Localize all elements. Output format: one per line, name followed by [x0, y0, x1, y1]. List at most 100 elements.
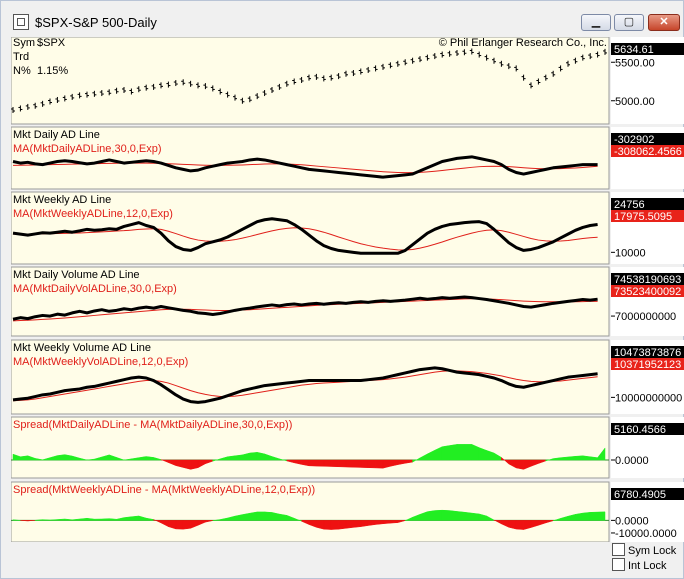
- spread-segment: [575, 455, 584, 461]
- tick-label: 10000: [615, 247, 646, 259]
- price-bar: [477, 51, 482, 58]
- price-bar: [129, 88, 134, 95]
- panel-subtitle: MA(MktDailyVolADLine,30,0,Exp): [13, 283, 177, 295]
- ma-value-label: 10371952123: [614, 359, 681, 371]
- spread-segment: [353, 520, 362, 528]
- spread-segment: [271, 512, 280, 521]
- price-bar: [233, 94, 237, 101]
- title-bar[interactable]: $SPX-S&P 500-Daily ▁ ▢ ✕: [1, 1, 683, 37]
- price-bar: [188, 80, 193, 87]
- panel-background: [11, 266, 610, 337]
- restore-button[interactable]: ▢: [614, 14, 644, 31]
- price-bar: [403, 59, 408, 66]
- panel-subtitle: MA(MktDailyADLine,30,0,Exp): [13, 143, 162, 155]
- tick-label: 7000000000: [615, 311, 676, 323]
- price-bar: [262, 90, 267, 97]
- spread-segment: [323, 459, 332, 467]
- price-bar: [603, 48, 607, 55]
- spread-segment: [234, 454, 243, 461]
- price-bar: [85, 91, 89, 98]
- price-bar: [25, 103, 30, 110]
- tick-label: -10000.0000: [615, 528, 677, 540]
- spread-segment: [382, 520, 391, 525]
- price-bar: [144, 84, 149, 91]
- spread-segment: [353, 459, 362, 468]
- price-bar: [418, 56, 422, 63]
- last-value-box: [611, 43, 684, 55]
- price-bar: [307, 74, 311, 81]
- ma-line: [12, 298, 598, 322]
- price-bar: [225, 91, 230, 98]
- price-bar: [203, 83, 208, 90]
- price-bar: [240, 97, 245, 104]
- spread-segment: [94, 518, 103, 521]
- spread-segment: [338, 520, 347, 530]
- spread-segment: [256, 451, 265, 461]
- price-bar: [92, 90, 97, 97]
- chart-area[interactable]: 5500.00 5000.00 5634.61 Mkt Daily AD Line MA…: [11, 37, 684, 542]
- price-bar: [277, 83, 282, 90]
- spread-segment: [264, 511, 273, 521]
- ma-value-label: 17975.5095: [614, 211, 672, 223]
- info-value-sym: $SPX: [37, 37, 66, 49]
- price-bar: [351, 70, 356, 77]
- spread-segment: [449, 444, 458, 461]
- tick-label: 0.0000: [615, 455, 649, 467]
- price-bar: [588, 53, 593, 60]
- ma-line: [13, 227, 598, 251]
- spread-segment: [375, 520, 384, 525]
- spread-segment: [330, 520, 339, 530]
- spread-segment: [123, 516, 132, 521]
- price-bar: [484, 54, 489, 61]
- int-lock-checkbox[interactable]: Int Lock: [612, 558, 667, 572]
- sym-lock-checkbox[interactable]: Sym Lock: [612, 543, 676, 557]
- spread-segment: [434, 509, 443, 521]
- sym-lock-checkbox-box[interactable]: [612, 543, 625, 556]
- spread-segment: [131, 515, 140, 521]
- price-bar: [196, 82, 200, 89]
- info-label-trd: Trd: [13, 51, 29, 63]
- price-bar: [62, 95, 67, 102]
- ma-line: [12, 370, 598, 402]
- close-button[interactable]: ✕: [648, 14, 680, 31]
- panel-background: [11, 339, 610, 415]
- info-label-n: N%: [13, 65, 31, 77]
- panel-background: [11, 481, 610, 542]
- spread-segment: [227, 455, 236, 461]
- price-bar: [447, 50, 452, 57]
- price-bar: [344, 70, 348, 77]
- minimize-button[interactable]: ▁: [581, 14, 611, 31]
- price-bar: [55, 96, 60, 103]
- price-bar: [151, 83, 156, 90]
- spread-segment: [567, 455, 576, 461]
- price-bar: [595, 51, 600, 58]
- int-lock-label: Int Lock: [628, 560, 667, 572]
- price-bar: [181, 79, 186, 86]
- spread-segment: [308, 459, 317, 467]
- ma-value-label: 73523400092: [614, 286, 681, 298]
- price-bar: [521, 74, 526, 81]
- price-bar: [358, 68, 363, 75]
- panel-subtitle: MA(MktWeeklyADLine,12,0,Exp): [13, 208, 173, 220]
- price-bar: [270, 86, 274, 93]
- panel-3: Mkt Weekly AD Line MA(MktWeeklyADLine,12,…: [11, 191, 684, 265]
- spread-segment: [597, 511, 606, 521]
- price-bar: [173, 80, 178, 87]
- price-bar: [99, 90, 104, 97]
- panel-subtitle: MA(MktWeeklyVolADLine,12,0,Exp): [13, 356, 188, 368]
- spread-segment: [560, 456, 569, 461]
- ma-value-box: [611, 210, 684, 222]
- indicator-line: [12, 217, 598, 255]
- int-lock-checkbox-box[interactable]: [612, 558, 625, 571]
- last-value-label: 24756: [614, 199, 645, 211]
- last-value-box: [611, 133, 684, 145]
- chart-window-icon[interactable]: [13, 14, 29, 30]
- price-bar: [440, 51, 445, 58]
- panel-background: [11, 416, 610, 479]
- spread-segment: [582, 512, 591, 521]
- panel-title: Mkt Daily Volume AD Line: [13, 269, 140, 281]
- panel-2: Mkt Daily AD Line MA(MktDailyADLine,30,0,…: [11, 126, 684, 190]
- spread-segment: [345, 459, 354, 468]
- price-bar: [33, 102, 38, 109]
- last-value-box: [611, 273, 684, 285]
